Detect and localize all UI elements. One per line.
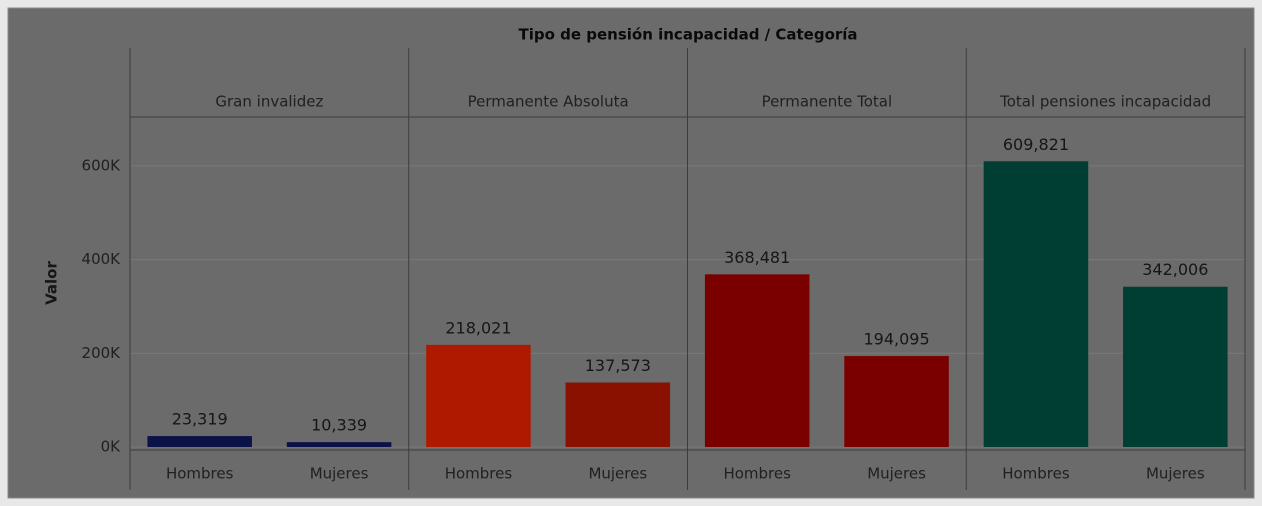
value-label: 23,319 xyxy=(172,410,228,429)
bar xyxy=(147,436,252,447)
x-tick-label: Mujeres xyxy=(867,465,926,483)
y-tick-label: 400K xyxy=(82,250,122,268)
bar xyxy=(426,344,531,447)
value-label: 10,339 xyxy=(311,416,367,435)
x-tick-label: Mujeres xyxy=(1146,465,1205,483)
panel-header: Total pensiones incapacidad xyxy=(999,93,1211,111)
x-tick-label: Hombres xyxy=(723,465,791,483)
bar xyxy=(704,274,810,447)
bar xyxy=(565,382,671,447)
bar xyxy=(844,356,949,447)
y-tick-label: 600K xyxy=(82,156,122,174)
chart-title: Tipo de pensión incapacidad / Categoría xyxy=(518,26,857,44)
bar xyxy=(1123,286,1228,447)
bar xyxy=(983,161,1089,447)
x-tick-label: Mujeres xyxy=(310,465,369,483)
value-label: 137,573 xyxy=(585,356,651,375)
panel-header: Permanente Absoluta xyxy=(468,93,629,111)
x-tick-label: Hombres xyxy=(1002,465,1070,483)
y-axis-label: Valor xyxy=(43,261,61,305)
bar xyxy=(286,442,392,447)
value-label: 194,095 xyxy=(863,330,929,349)
y-tick-label: 200K xyxy=(82,344,122,362)
x-tick-label: Mujeres xyxy=(588,465,647,483)
x-tick-label: Hombres xyxy=(445,465,513,483)
value-label: 218,021 xyxy=(445,318,511,337)
value-label: 609,821 xyxy=(1003,135,1069,154)
value-label: 368,481 xyxy=(724,248,790,267)
x-tick-label: Hombres xyxy=(166,465,234,483)
value-label: 342,006 xyxy=(1142,260,1208,279)
panel-header: Permanente Total xyxy=(762,93,893,111)
y-tick-label: 0K xyxy=(101,438,122,456)
panel-header: Gran invalidez xyxy=(215,93,323,111)
